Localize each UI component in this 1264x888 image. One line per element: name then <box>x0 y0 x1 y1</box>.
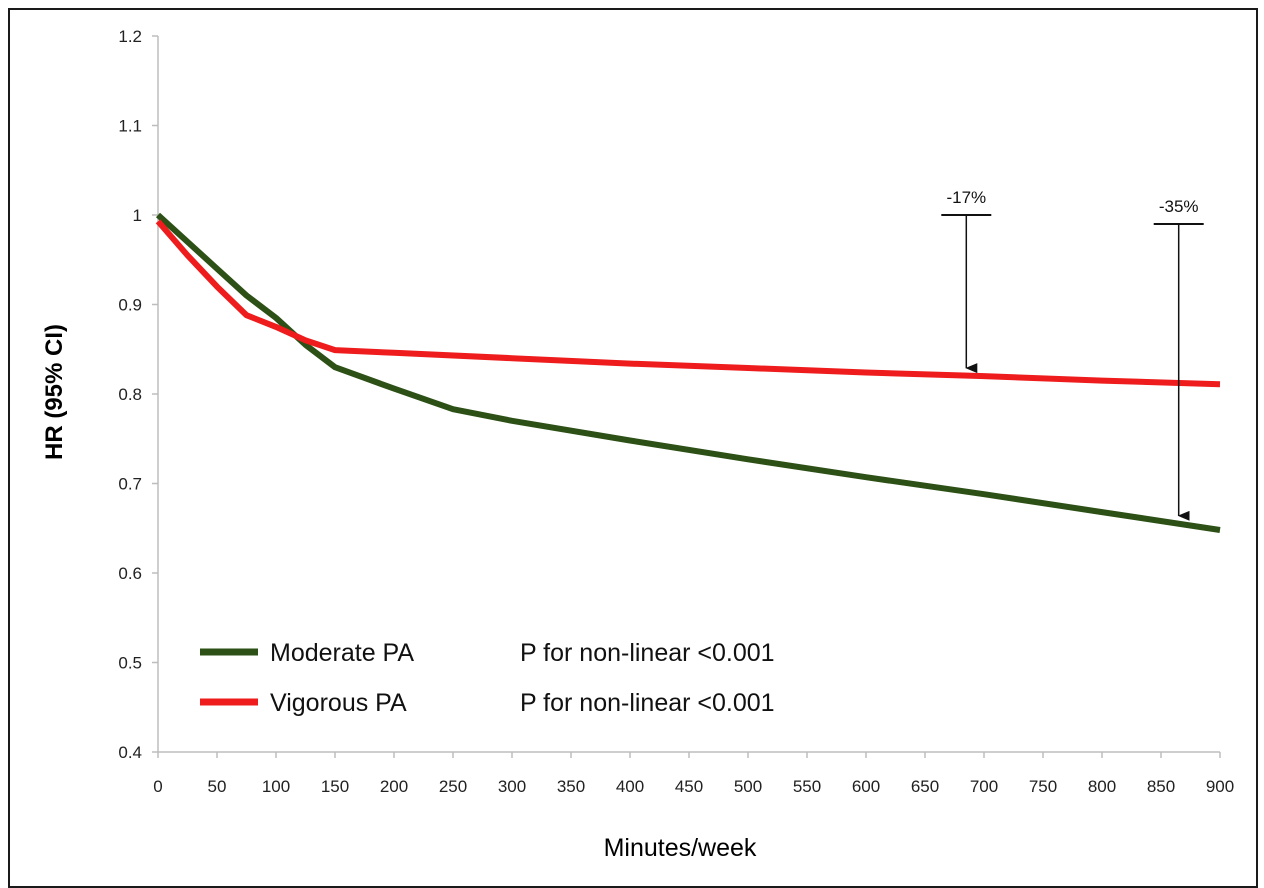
chart-frame: 0.4 0.5 0.6 0.7 0.8 0.9 1 1.1 1.2 0 50 100 150 200 250… <box>8 8 1258 888</box>
y-tick-label: 0.6 <box>118 564 142 583</box>
x-tick-label: 150 <box>321 777 349 796</box>
x-tick-label: 50 <box>208 777 227 796</box>
x-tick-label: 450 <box>675 777 703 796</box>
y-tick-label: 0.5 <box>118 654 142 673</box>
y-tick-label: 0.4 <box>118 743 142 762</box>
x-tick-label: 0 <box>153 777 162 796</box>
x-tick-label: 650 <box>911 777 939 796</box>
legend-p-value: P for non-linear <0.001 <box>520 639 775 667</box>
x-tick-label: 100 <box>262 777 290 796</box>
x-tick-label: 800 <box>1088 777 1116 796</box>
y-tick-label: 1 <box>133 206 142 225</box>
legend-series-name: Vigorous PA <box>270 689 407 717</box>
x-tick-label: 350 <box>557 777 585 796</box>
tick-labels: 0.4 0.5 0.6 0.7 0.8 0.9 1 1.1 1.2 0 50 100 150 200 250… <box>118 27 1234 796</box>
chart-svg: 0.4 0.5 0.6 0.7 0.8 0.9 1 1.1 1.2 0 50 100 150 200 250… <box>41 27 1234 862</box>
x-tick-label: 750 <box>1029 777 1057 796</box>
x-axis-label: Minutes/week <box>604 834 757 862</box>
x-tick-label: 400 <box>616 777 644 796</box>
x-tick-label: 600 <box>852 777 880 796</box>
x-tick-label: 700 <box>970 777 998 796</box>
legend: Moderate PA P for non-linear <0.001 Vigoro… <box>200 639 775 717</box>
series-line-moderate-pa <box>155 212 1221 533</box>
x-tick-label: 550 <box>793 777 821 796</box>
x-tick-label: 300 <box>498 777 526 796</box>
annotation-label: -17% <box>946 188 986 207</box>
x-tick-label: 200 <box>380 777 408 796</box>
annotation-label: -35% <box>1159 197 1199 216</box>
series-line-vigorous-pa <box>155 219 1221 388</box>
legend-series-name: Moderate PA <box>270 639 414 667</box>
annotations: -17% -35% <box>941 188 1204 521</box>
y-tick-label: 0.8 <box>118 385 142 404</box>
axes <box>152 35 1221 758</box>
x-tick-label: 900 <box>1206 777 1234 796</box>
x-tick-label: 850 <box>1147 777 1175 796</box>
y-tick-label: 1.1 <box>118 117 142 136</box>
x-tick-label: 250 <box>439 777 467 796</box>
legend-p-value: P for non-linear <0.001 <box>520 689 775 717</box>
x-tick-label: 500 <box>734 777 762 796</box>
y-tick-label: 0.9 <box>118 296 142 315</box>
y-tick-label: 1.2 <box>118 27 142 46</box>
y-axis-label: HR (95% CI) <box>41 324 68 460</box>
series-lines <box>155 212 1221 533</box>
y-tick-label: 0.7 <box>118 475 142 494</box>
